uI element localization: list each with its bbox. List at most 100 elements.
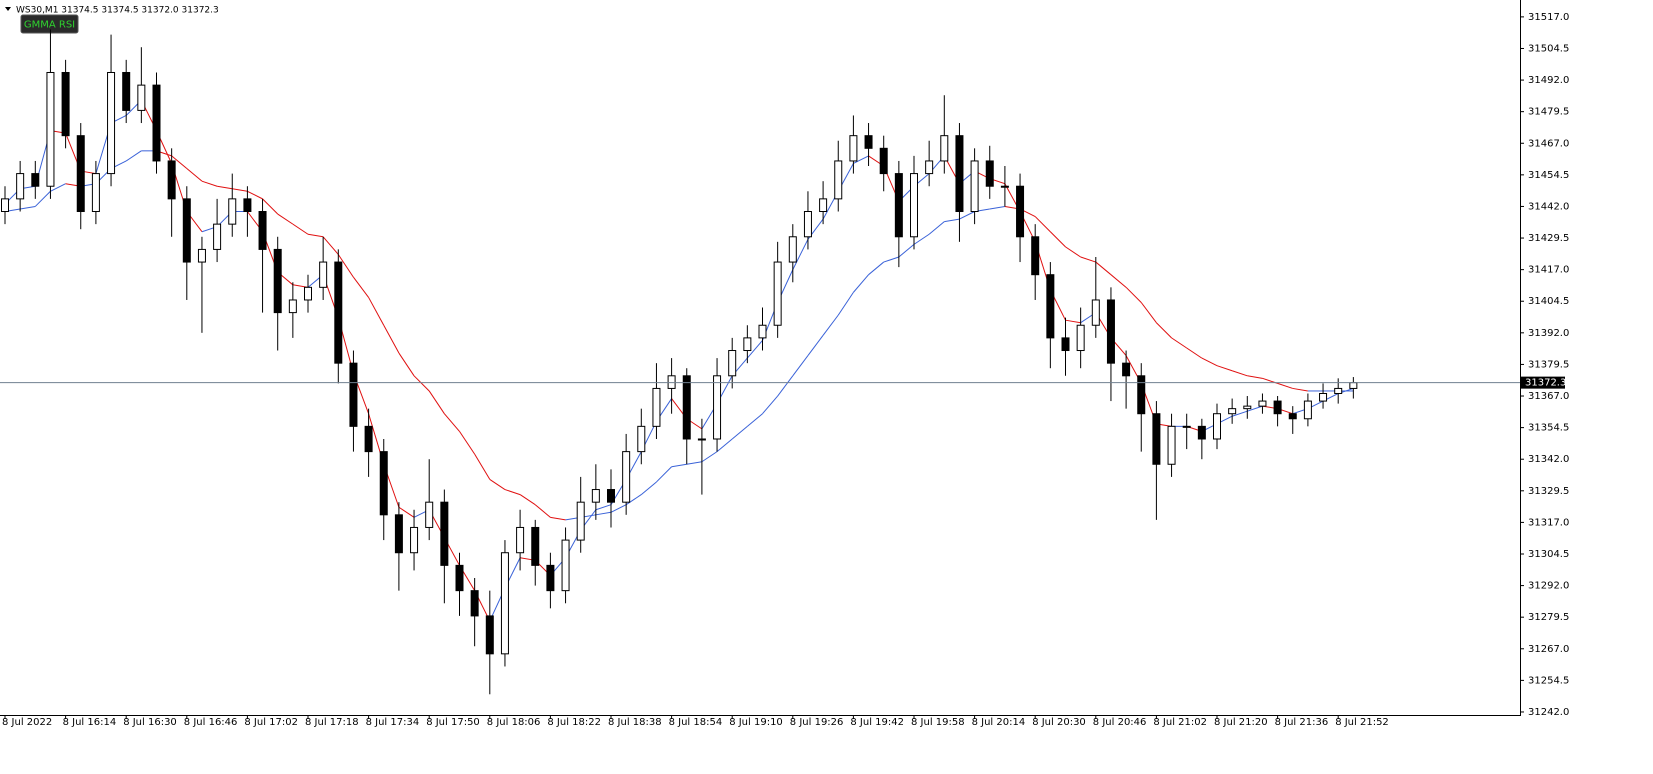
candle-body [1319,392,1328,402]
y-tick-label: 31254.5 [1528,675,1569,686]
candle-body [637,425,646,453]
candle-body [425,501,434,528]
x-tick-label: 8 Jul 21:36 [1275,717,1329,728]
x-tick-label: 8 Jul 20:46 [1093,717,1147,728]
gmma-line [595,511,612,516]
gmma-line [792,239,809,270]
candle-body [652,387,661,427]
gmma-line [883,256,900,263]
x-tick-label: 8 Jul 17:18 [305,717,359,728]
gmma-line [1171,337,1187,349]
candle-body [243,198,252,213]
y-tick-label: 31479.5 [1528,107,1569,118]
gmma-line [928,221,945,235]
y-tick-label: 31492.0 [1528,75,1569,86]
gmma-line [1049,231,1066,248]
candle-body [970,160,979,213]
candle-body [273,248,282,314]
gmma-line [595,504,612,511]
y-tick-label: 31367.0 [1528,391,1569,402]
candle-body [531,526,540,566]
y-tick-label: 31279.5 [1528,612,1569,623]
x-tick-label: 8 Jul 17:02 [244,717,298,728]
gmma-line [898,243,915,258]
candle-body [864,135,873,149]
candle-body [182,198,191,263]
gmma-line [989,205,1005,210]
y-tick-label: 31454.5 [1528,170,1569,181]
gmma-line [731,425,748,440]
gmma-line [1277,382,1293,389]
gmma-line [201,180,218,187]
candle-body [197,248,206,263]
gmma-line [277,213,294,225]
gmma-line [550,516,566,521]
candle-body [379,451,388,516]
gmma-line [322,236,339,255]
gmma-line [853,274,869,293]
gmma-line [519,494,536,506]
x-tick-label: 8 Jul 19:26 [790,717,844,728]
gmma-line [1125,286,1142,303]
gmma-line [337,254,354,278]
gmma-line [1201,357,1218,367]
y-tick-label: 31292.0 [1528,581,1569,592]
x-tick-label: 8 Jul 20:30 [1032,717,1086,728]
y-tick-label: 31342.0 [1528,454,1569,465]
candle-body [167,160,176,200]
current-price-label: 31372.3 [1525,378,1566,389]
gmma-line [1231,410,1248,417]
y-tick-label: 31379.5 [1528,359,1569,370]
candle-body [743,337,752,352]
candle-body [258,211,267,250]
candle-body [152,84,161,162]
candle-body [485,615,494,655]
candle-body [1213,413,1221,440]
y-tick-label: 31317.0 [1528,517,1569,528]
gmma-line [489,479,506,490]
candle-body [470,590,479,617]
candle-body [925,160,934,175]
candle-body [228,198,237,225]
gmma-line [428,390,445,414]
gmma-line [1247,375,1263,379]
gmma-line [368,297,385,326]
candle-body [455,564,464,592]
gmma-line [504,489,521,496]
candle-body [819,198,828,213]
gmma-line [262,198,279,215]
gmma-line [837,292,854,316]
gmma-line [171,155,188,169]
gmma-line [186,168,203,182]
candle-body [985,160,994,187]
candle-body [1091,299,1100,326]
gmma-line [701,451,718,463]
indicator-button[interactable] [20,14,79,34]
candle-body [1031,236,1040,276]
candle-body [1228,408,1237,415]
candle-body [834,160,843,200]
candle-body [894,173,903,238]
gmma-line [1065,319,1081,324]
x-tick-label: 8 Jul 17:50 [426,717,480,728]
y-tick-label: 31404.5 [1528,296,1569,307]
menu-arrow[interactable] [5,7,11,11]
candle-body [788,236,797,263]
y-tick-label: 31442.0 [1528,201,1569,212]
candle-body [1076,324,1085,352]
y-tick-label: 31517.0 [1528,12,1569,23]
y-tick-label: 31304.5 [1528,549,1569,560]
candle-body [349,362,358,427]
candle-body [1197,425,1206,440]
gmma-line [1216,365,1233,372]
gmma-line [459,431,476,455]
gmma-line [398,352,415,377]
gmma-line [746,340,763,359]
candle-body [1243,405,1252,410]
candle-body [1137,375,1146,415]
candle-body [1167,425,1176,465]
y-tick-label: 31467.0 [1528,138,1569,149]
x-tick-label: 8 Jul 21:20 [1214,717,1268,728]
candle-body [500,552,509,655]
